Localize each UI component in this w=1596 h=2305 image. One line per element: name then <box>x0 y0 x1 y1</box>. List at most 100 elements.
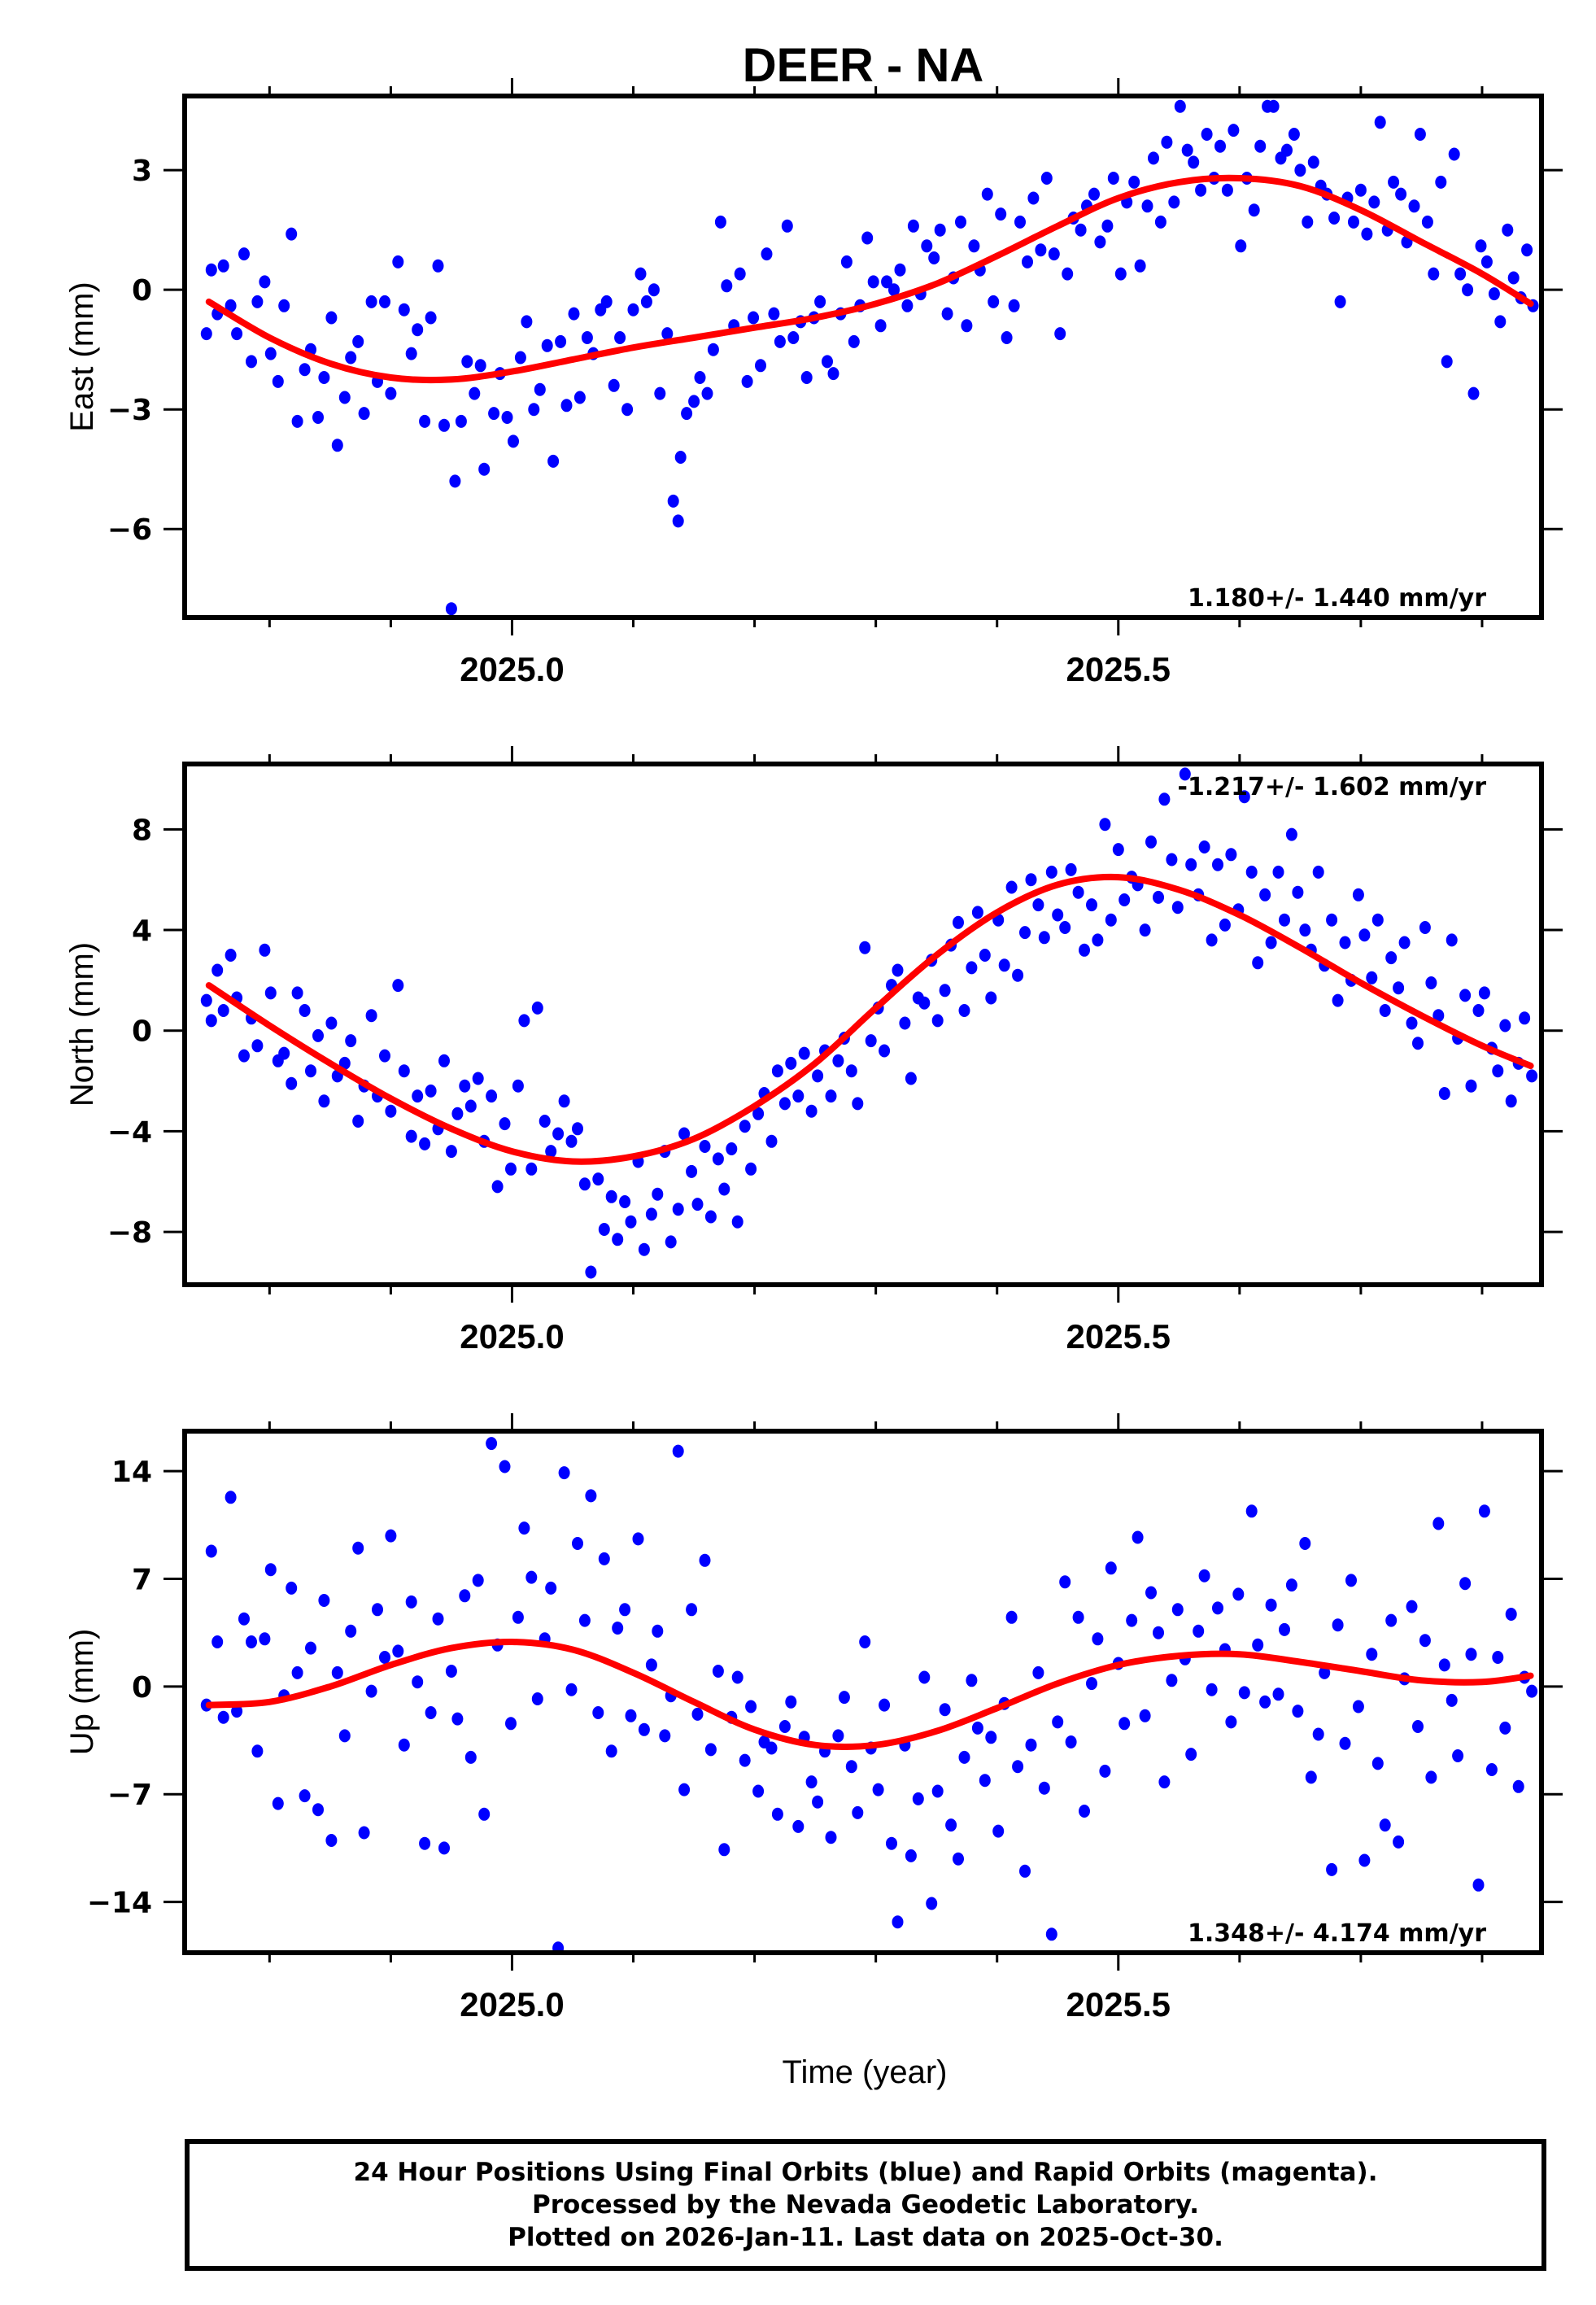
data-point <box>312 1803 324 1817</box>
data-point <box>931 1014 944 1028</box>
data-point <box>1134 259 1146 273</box>
data-point <box>392 979 404 993</box>
data-point <box>874 319 887 333</box>
fit-curve <box>205 873 1534 1165</box>
data-point <box>1352 1700 1364 1713</box>
data-point <box>1212 858 1223 871</box>
data-point <box>691 1707 704 1721</box>
data-point <box>451 1712 464 1726</box>
data-point <box>405 347 417 360</box>
data-point <box>912 1792 924 1805</box>
data-point <box>827 367 839 381</box>
data-point <box>1001 331 1013 344</box>
data-point <box>939 1703 951 1717</box>
data-point <box>1088 187 1100 201</box>
data-point <box>712 1665 724 1678</box>
data-point <box>718 1843 730 1857</box>
data-point <box>1432 1009 1445 1023</box>
data-point <box>674 451 687 464</box>
data-point <box>238 1049 250 1063</box>
data-point <box>648 283 660 297</box>
data-point <box>558 1466 570 1480</box>
data-point <box>1526 1069 1538 1083</box>
y-tick-label: −8 <box>107 1216 152 1250</box>
data-point <box>565 1683 578 1696</box>
data-point <box>1132 1530 1144 1544</box>
data-point <box>1107 172 1119 185</box>
data-point <box>995 207 1007 221</box>
data-point <box>525 1162 538 1176</box>
data-point <box>438 418 450 432</box>
data-point <box>251 295 264 308</box>
y-tick-label: −7 <box>107 1779 152 1812</box>
data-point <box>918 996 931 1010</box>
data-point <box>1045 865 1057 879</box>
data-point <box>1328 212 1341 225</box>
data-point <box>1432 1517 1445 1530</box>
data-point <box>1032 898 1044 912</box>
data-point <box>955 215 966 229</box>
data-point <box>1086 1677 1097 1691</box>
data-point <box>578 1177 591 1191</box>
data-point <box>1398 936 1411 950</box>
y-tick-label: −14 <box>87 1887 152 1920</box>
data-point <box>1099 1764 1111 1778</box>
data-point <box>445 1145 457 1159</box>
data-point <box>259 943 271 957</box>
data-point <box>888 283 900 297</box>
data-point <box>598 1223 610 1236</box>
data-point <box>1019 1864 1031 1878</box>
data-point <box>1119 893 1131 906</box>
data-point <box>901 299 914 312</box>
data-point <box>614 331 626 344</box>
x-tick-label: 2025.0 <box>460 650 564 688</box>
data-point <box>761 247 773 261</box>
data-point <box>1038 931 1050 945</box>
data-point <box>1452 1749 1464 1762</box>
data-point <box>1406 1600 1418 1613</box>
data-point <box>1288 128 1300 141</box>
y-tick-label: 7 <box>132 1564 152 1597</box>
data-point <box>1279 913 1290 927</box>
north-panel: 2025.0 2025.5 8 4 0 −4 −8 North (mm) -1.217+/- 1… <box>64 746 1563 1355</box>
data-point <box>721 279 733 293</box>
data-point <box>945 1818 957 1832</box>
data-point <box>291 414 303 428</box>
data-point <box>338 1729 351 1743</box>
data-point <box>1366 1648 1378 1661</box>
data-point <box>1212 1601 1223 1615</box>
data-point <box>1075 223 1087 237</box>
data-point <box>312 1028 324 1042</box>
data-point <box>1188 155 1200 169</box>
data-point <box>814 295 826 308</box>
data-point <box>1092 933 1104 947</box>
data-point <box>425 1084 437 1098</box>
data-point <box>1035 243 1047 257</box>
data-point <box>1114 267 1127 281</box>
y-tick-label: 14 <box>111 1456 152 1489</box>
footer-line-processed: Processed by the Nevada Geodetic Laborat… <box>531 2190 1200 2220</box>
data-point <box>968 239 980 253</box>
data-point <box>385 1104 397 1118</box>
data-point <box>1101 219 1114 233</box>
x-tick-label: 2025.5 <box>1066 650 1171 688</box>
data-point <box>531 1692 543 1705</box>
data-point <box>478 462 491 476</box>
data-point <box>1185 858 1197 871</box>
data-point <box>1105 913 1117 927</box>
data-point <box>459 1079 471 1093</box>
data-point <box>412 1089 424 1103</box>
data-point <box>605 1744 617 1758</box>
data-point <box>1145 835 1157 849</box>
data-point <box>1441 355 1453 369</box>
data-point <box>971 906 983 919</box>
data-point <box>552 1127 565 1141</box>
data-point <box>1238 1686 1250 1700</box>
data-point <box>645 1207 657 1221</box>
data-point <box>1414 128 1426 141</box>
data-point <box>338 1056 351 1070</box>
data-point <box>1072 885 1084 899</box>
data-point <box>200 327 212 341</box>
data-point <box>278 1046 290 1060</box>
data-point <box>352 334 364 348</box>
